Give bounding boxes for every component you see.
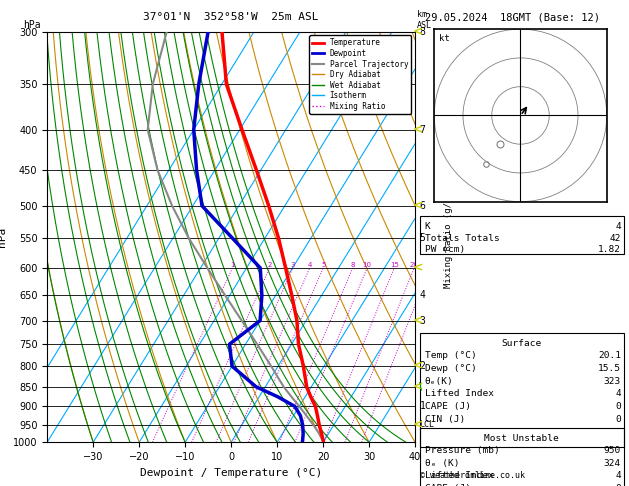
Text: 323: 323	[604, 377, 621, 386]
Text: kt: kt	[440, 35, 450, 43]
Text: 2: 2	[267, 262, 272, 268]
Text: \: \	[418, 382, 422, 392]
Text: 324: 324	[604, 459, 621, 468]
Text: CIN (J): CIN (J)	[425, 415, 465, 424]
Text: 5: 5	[321, 262, 325, 268]
Text: 1: 1	[230, 262, 235, 268]
Text: Mixing Ratio (g/kg): Mixing Ratio (g/kg)	[443, 186, 453, 288]
Text: km
ASL: km ASL	[417, 10, 432, 30]
Text: 4: 4	[615, 222, 621, 231]
Text: LCL: LCL	[420, 420, 435, 429]
Text: Lifted Index: Lifted Index	[425, 471, 494, 481]
Text: 950: 950	[604, 446, 621, 455]
Text: 37°01'N  352°58'W  25m ASL: 37°01'N 352°58'W 25m ASL	[143, 12, 319, 22]
Text: 3: 3	[420, 315, 425, 326]
Text: 1.82: 1.82	[598, 245, 621, 255]
Text: <: <	[413, 418, 423, 431]
Text: θₑ (K): θₑ (K)	[425, 459, 459, 468]
Y-axis label: hPa: hPa	[0, 227, 8, 247]
Text: 20: 20	[409, 262, 418, 268]
Text: θₑ(K): θₑ(K)	[425, 377, 454, 386]
Text: 15: 15	[390, 262, 399, 268]
Text: <: <	[413, 199, 423, 212]
Text: Temp (°C): Temp (°C)	[425, 351, 476, 361]
Text: 29.05.2024  18GMT (Base: 12): 29.05.2024 18GMT (Base: 12)	[425, 12, 599, 22]
Text: K: K	[425, 222, 430, 231]
Text: 6: 6	[420, 201, 425, 211]
Text: Most Unstable: Most Unstable	[484, 434, 559, 443]
Text: 3: 3	[291, 262, 295, 268]
Text: Totals Totals: Totals Totals	[425, 234, 499, 243]
Text: <: <	[413, 123, 423, 136]
Text: 42: 42	[610, 234, 621, 243]
Text: PW (cm): PW (cm)	[425, 245, 465, 255]
Legend: Temperature, Dewpoint, Parcel Trajectory, Dry Adiabat, Wet Adiabat, Isotherm, Mi: Temperature, Dewpoint, Parcel Trajectory…	[309, 35, 411, 114]
Text: <: <	[413, 381, 423, 393]
Text: 4: 4	[308, 262, 312, 268]
Text: 10: 10	[362, 262, 372, 268]
Text: 0: 0	[615, 402, 621, 411]
Text: <: <	[413, 360, 423, 373]
Text: 1: 1	[420, 401, 425, 411]
Text: 4: 4	[615, 471, 621, 481]
Text: 4: 4	[420, 290, 425, 300]
Text: 15.5: 15.5	[598, 364, 621, 373]
Text: © weatheronline.co.uk: © weatheronline.co.uk	[420, 471, 525, 480]
Text: 0: 0	[615, 415, 621, 424]
Text: <: <	[413, 25, 423, 38]
Text: 5: 5	[420, 233, 425, 243]
Text: 8: 8	[420, 27, 425, 36]
Text: CAPE (J): CAPE (J)	[425, 484, 470, 486]
X-axis label: Dewpoint / Temperature (°C): Dewpoint / Temperature (°C)	[140, 468, 322, 478]
Text: Surface: Surface	[502, 339, 542, 348]
Text: hPa: hPa	[23, 19, 41, 30]
Text: Pressure (mb): Pressure (mb)	[425, 446, 499, 455]
Text: CAPE (J): CAPE (J)	[425, 402, 470, 411]
Text: Dewp (°C): Dewp (°C)	[425, 364, 476, 373]
Text: 4: 4	[615, 389, 621, 399]
Text: 2: 2	[420, 361, 425, 371]
Text: 20.1: 20.1	[598, 351, 621, 361]
Text: 0: 0	[615, 484, 621, 486]
Text: 8: 8	[350, 262, 355, 268]
Text: 7: 7	[420, 125, 425, 135]
Text: Lifted Index: Lifted Index	[425, 389, 494, 399]
Text: <: <	[413, 261, 423, 275]
Text: <: <	[413, 314, 423, 327]
